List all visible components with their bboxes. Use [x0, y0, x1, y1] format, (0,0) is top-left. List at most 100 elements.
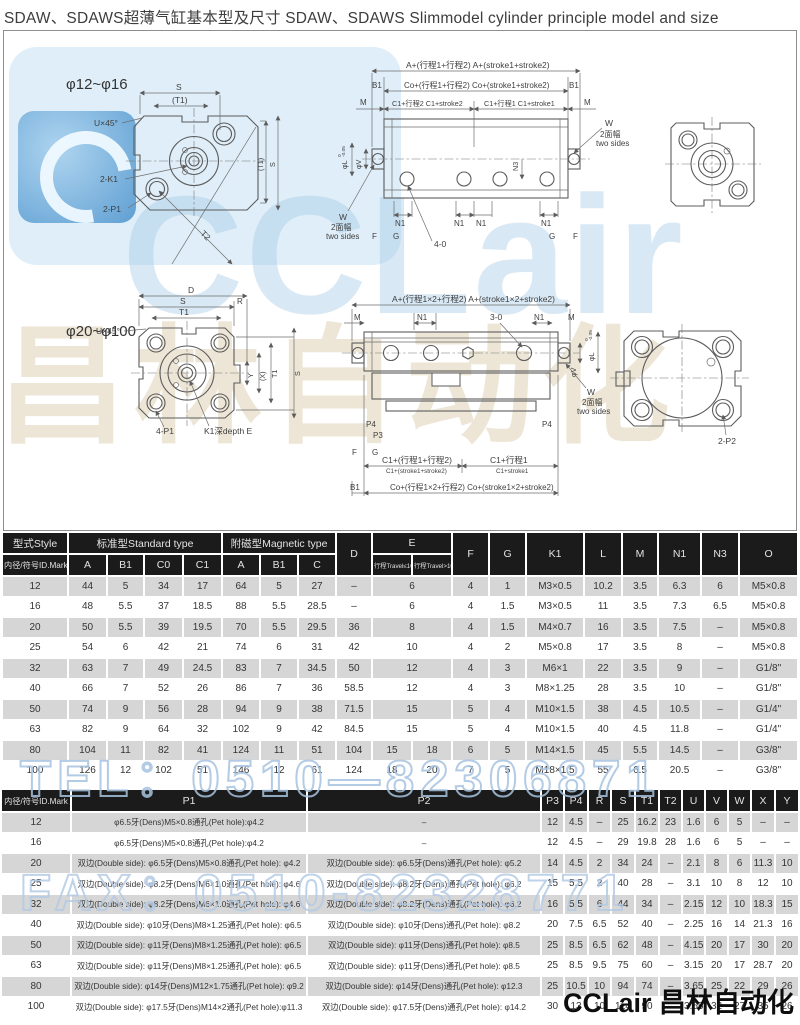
table-cell: 71.5 — [337, 700, 372, 719]
table-row: 25 54 6 42 21 74 6 31 42 10 4 2 M5×0.8 17 3.5 8– M5×0.8 — [3, 638, 798, 657]
table-cell: – — [589, 813, 610, 832]
table-row: 16 48 5.5 37 18.5 88 5.5 28.5–6 4 1.5 M3×0.5 11 3.5 7… — [3, 597, 798, 616]
table-cell: 16 — [585, 618, 622, 637]
table-cell: 双边(Double side): φ8.2牙(Dens)通孔(Pet hole)… — [308, 895, 540, 914]
svg-text:0: 0 — [584, 338, 590, 341]
table-cell: 12 — [542, 833, 563, 852]
table-cell: 双边(Double side): φ10牙(Dens)M8×1.25通孔(Pet… — [72, 915, 306, 934]
table-cell: 4 — [490, 700, 526, 719]
svg-text:2面幅: 2面幅 — [600, 129, 620, 139]
header-l: L — [585, 533, 622, 575]
table-cell: 18.3 — [752, 895, 774, 914]
table-cell: 5.5 — [261, 618, 298, 637]
table-cell: 12 — [261, 761, 298, 780]
svg-text:B1: B1 — [569, 81, 579, 90]
svg-text:T1: T1 — [270, 370, 279, 378]
header-k1: K1 — [527, 533, 584, 575]
table-cell: M5×0.8 — [740, 597, 798, 616]
table-cell: 5 — [453, 720, 489, 739]
table-cell: 5 — [453, 700, 489, 719]
table-cell: M10×1.5 — [527, 720, 584, 739]
table-cell: M5×0.8 — [740, 577, 798, 596]
table-row: 32 双边(Double side): φ8.2牙(Dens)M6×1.0通孔(P… — [2, 895, 798, 914]
table-cell: 3.1 — [683, 874, 704, 893]
table-cell: 19.5 — [184, 618, 222, 637]
table-cell: 48 — [69, 597, 106, 616]
table-cell: 25 — [3, 638, 67, 657]
table-cell: 4.15 — [683, 936, 704, 955]
svg-text:T2: T2 — [199, 228, 213, 242]
header-s: S — [612, 790, 634, 811]
table-cell: 4.5 — [565, 854, 587, 873]
table-cell: 29 — [612, 833, 634, 852]
table-cell: 40 — [585, 720, 622, 739]
header-a: A — [69, 555, 106, 575]
table-cell: 66 — [69, 679, 106, 698]
table-cell: 32 — [3, 659, 67, 678]
table-cell: 4 — [490, 720, 526, 739]
table-cell: G3/8" — [740, 741, 798, 760]
table-cell: 双边(Double side): φ8.2牙(Dens)M6×1.0通孔(Pet… — [72, 895, 306, 914]
table-cell: 14.5 — [659, 741, 701, 760]
table-cell: 8 — [659, 638, 701, 657]
table-cell: 126 — [69, 761, 106, 780]
table-cell: 8 — [729, 874, 750, 893]
header-f: F — [453, 533, 489, 575]
header-o: O — [740, 533, 798, 575]
table-cell: 3.5 — [623, 597, 658, 616]
header-t2: T2 — [660, 790, 681, 811]
table-row: 12 φ6.5牙(Dens)M5×0.8通孔(Pet hole):φ4.2–12 4… — [2, 813, 798, 832]
table-row: 100 双边(Double side): φ17.5牙(Dens)M14×2通孔(… — [2, 997, 798, 1016]
table-cell: 28 — [660, 833, 681, 852]
table-cell: 5.5 — [623, 741, 658, 760]
table-cell: 23 — [660, 813, 681, 832]
header-c0: C0 — [145, 555, 182, 575]
table-cell: – — [589, 833, 610, 852]
table-cell: 17 — [585, 638, 622, 657]
svg-text:G: G — [393, 232, 399, 241]
table-cell: 15 — [373, 700, 452, 719]
table-cell: M6×1 — [527, 659, 584, 678]
table-cell: 6 — [706, 833, 727, 852]
table-cell: 5.5 — [108, 618, 143, 637]
table-cell: 9 — [108, 700, 143, 719]
table-cell: 21 — [184, 638, 222, 657]
table-cell: 100 — [3, 761, 67, 780]
table-cell: φ6.5牙(Dens)M5×0.8通孔(Pet hole):φ4.2 — [72, 813, 306, 832]
svg-text:M: M — [360, 98, 367, 107]
svg-text:2面幅: 2面幅 — [331, 222, 351, 232]
svg-text:N1: N1 — [534, 313, 545, 322]
header-travel-gt-10: 行程Travel>10 — [413, 555, 452, 575]
table-cell: 15 — [373, 720, 452, 739]
table-cell: 10 — [776, 854, 798, 873]
table-cell: – — [308, 833, 540, 852]
table-cell: 63 — [2, 956, 70, 975]
table-cell: 17 — [184, 577, 222, 596]
table-cell: M3×0.5 — [527, 577, 584, 596]
svg-text:K1深depth E: K1深depth E — [204, 426, 253, 436]
svg-text:Y: Y — [246, 373, 255, 378]
table-cell: 64 — [223, 577, 260, 596]
table-cell: 30 — [542, 997, 563, 1016]
table-cell: 3 — [490, 659, 526, 678]
table-cell: 6 — [453, 741, 489, 760]
table-cell: 12 — [108, 761, 143, 780]
header-standard-type: 标准型Standard type — [69, 533, 222, 553]
svg-text:S: S — [268, 162, 277, 167]
table-cell: 双边(Double side): φ11牙(Dens)M8×1.25通孔(Pet… — [72, 936, 306, 955]
table-cell: 5 — [108, 577, 143, 596]
svg-text:4-0: 4-0 — [434, 239, 447, 249]
table-cell: 52 — [612, 915, 634, 934]
table-cell: – — [337, 597, 372, 616]
table-cell: 9.5 — [589, 956, 610, 975]
table-cell: 28 — [585, 679, 622, 698]
svg-text:S: S — [293, 371, 302, 376]
table-cell: 21.3 — [752, 915, 774, 934]
table-cell: M3×0.5 — [527, 597, 584, 616]
table-cell: 37 — [145, 597, 182, 616]
header-x: X — [752, 790, 774, 811]
table-cell: 40 — [612, 874, 634, 893]
svg-text:φL: φL — [587, 352, 596, 361]
table-cell: 5.5 — [108, 597, 143, 616]
table-cell: 6 — [373, 597, 452, 616]
